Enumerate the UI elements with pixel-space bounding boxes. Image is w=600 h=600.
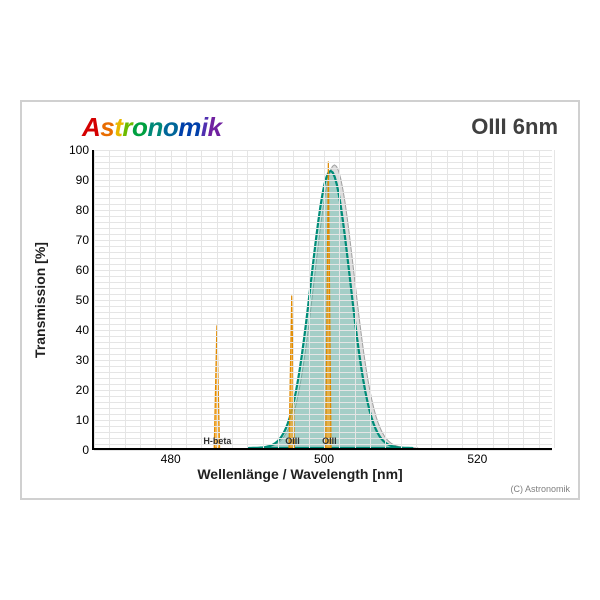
y-tick: 30 — [76, 353, 94, 367]
y-tick: 10 — [76, 413, 94, 427]
x-axis-label: Wellenlänge / Wavelength [nm] — [197, 466, 402, 482]
y-tick: 70 — [76, 233, 94, 247]
plot-area: 0102030405060708090100480500520H-betaOII… — [92, 150, 552, 450]
emission-line-label: OIII — [285, 436, 300, 446]
y-tick: 100 — [69, 143, 94, 157]
y-tick: 20 — [76, 383, 94, 397]
chart-title: OIII 6nm — [471, 114, 558, 140]
x-tick: 520 — [467, 448, 487, 466]
emission-line-label: OIII — [322, 436, 337, 446]
y-tick: 90 — [76, 173, 94, 187]
brand-logo: Astronomik — [82, 112, 222, 143]
y-tick: 80 — [76, 203, 94, 217]
x-tick: 500 — [314, 448, 334, 466]
y-axis-label: Transmission [%] — [32, 242, 48, 358]
x-tick: 480 — [161, 448, 181, 466]
emission-line-label: H-beta — [203, 436, 231, 446]
y-tick: 0 — [82, 443, 94, 457]
y-tick: 60 — [76, 263, 94, 277]
copyright-text: (C) Astronomik — [510, 484, 570, 494]
y-tick: 40 — [76, 323, 94, 337]
y-tick: 50 — [76, 293, 94, 307]
chart-frame: Astronomik OIII 6nm Transmission [%] 010… — [20, 100, 580, 500]
chart-svg — [94, 150, 552, 448]
